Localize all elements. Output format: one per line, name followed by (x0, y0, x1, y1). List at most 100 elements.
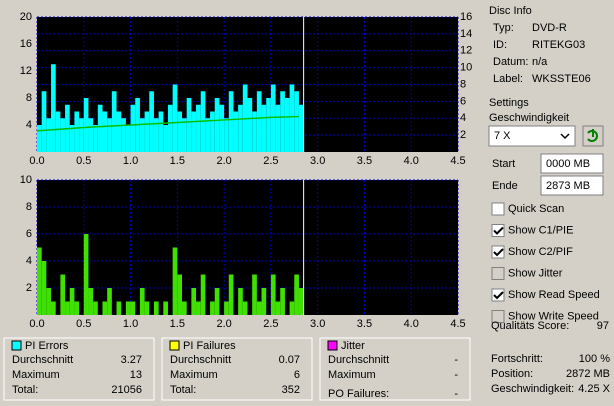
y-tick-label: 4 (26, 119, 32, 131)
bar (182, 118, 187, 152)
stats-box (319, 337, 471, 401)
x-tick-label: 1.5 (170, 318, 185, 330)
field-box[interactable] (540, 153, 604, 174)
bar (139, 118, 145, 152)
bar (172, 247, 178, 315)
field-label: Start (492, 158, 515, 170)
y2-tick-label: 6 (460, 95, 466, 107)
bar (102, 301, 108, 315)
y-tick-label: 12 (20, 65, 32, 77)
y-tick-label: 6 (26, 228, 32, 240)
speed-select[interactable] (488, 125, 576, 147)
settings-title: Settings (489, 97, 529, 109)
stats-value: 6 (294, 369, 300, 381)
bar (224, 118, 229, 152)
bar (224, 301, 229, 315)
bar (233, 111, 239, 152)
stats-value: 352 (282, 384, 300, 396)
bar (111, 91, 117, 152)
stats-value: 3.27 (121, 354, 142, 366)
field-value: 0000 MB (546, 158, 590, 170)
bar (69, 288, 75, 315)
info-value: n/a (532, 56, 548, 68)
x-tick-label: 4.5 (450, 318, 465, 330)
x-tick-label: 2.0 (216, 318, 231, 330)
bar (97, 104, 103, 152)
color-swatch (169, 340, 180, 351)
stats-label: Maximum (170, 369, 218, 381)
bar (116, 111, 122, 152)
bar (130, 301, 136, 315)
y2-tick-label: 16 (460, 11, 472, 23)
bar (177, 274, 183, 315)
stats-title: PI Failures (183, 340, 236, 352)
bar (55, 111, 61, 152)
checkbox-label: Quick Scan (508, 203, 564, 215)
x-tick-label: 4.0 (404, 155, 419, 167)
field-value: 2873 MB (546, 180, 590, 192)
checkbox[interactable] (491, 288, 505, 302)
bar (93, 301, 98, 315)
bar (294, 274, 299, 315)
select-arrow-box (558, 128, 573, 144)
info-label: ID: (493, 39, 507, 51)
stats-box (3, 337, 155, 401)
x-tick-label: 2.5 (263, 155, 278, 167)
bar (196, 301, 201, 315)
bar (153, 118, 159, 152)
bar (177, 111, 183, 152)
bar (125, 125, 131, 152)
bar (247, 98, 253, 152)
y2-tick-label: 10 (460, 62, 472, 74)
bar (51, 64, 56, 152)
checkbox[interactable] (491, 224, 505, 237)
info-label: Typ: (493, 22, 514, 34)
bar (252, 111, 257, 152)
stats-label: Total: (170, 384, 196, 396)
bar (83, 234, 89, 315)
bar (186, 98, 192, 152)
stats-label: Maximum (12, 369, 60, 381)
score-value: 97 (597, 320, 609, 332)
speed-value: 7 X (494, 130, 511, 142)
select-arrow (560, 133, 570, 140)
bar (65, 301, 70, 315)
bar (167, 104, 173, 152)
x-tick-label: 1.0 (123, 155, 138, 167)
progress-value: 100 % (579, 353, 610, 365)
progress-label: Fortschritt: (491, 353, 543, 365)
bar (210, 111, 215, 152)
refresh-icon (587, 129, 598, 142)
bar (41, 91, 47, 152)
y2-tick-label: 14 (460, 28, 472, 40)
x-tick-label: 1.5 (170, 155, 185, 167)
bar (294, 91, 299, 152)
bar (214, 288, 220, 315)
checkbox[interactable] (491, 245, 505, 259)
field-box[interactable] (540, 175, 604, 196)
stats-value: 13 (130, 369, 142, 381)
bar (270, 274, 276, 315)
bar (74, 111, 80, 152)
bar (280, 91, 285, 152)
bar (275, 104, 281, 152)
bar (298, 288, 304, 315)
bar (252, 274, 257, 315)
bar (74, 301, 80, 315)
stats-label: Total: (12, 384, 38, 396)
bar (163, 125, 168, 152)
bar (196, 104, 201, 152)
bar (289, 301, 295, 315)
y2-tick-label: 2 (460, 129, 466, 141)
info-label: Label: (493, 73, 523, 85)
checkbox (491, 267, 505, 280)
x-tick-label: 4.0 (404, 318, 419, 330)
checkmark (493, 226, 504, 235)
checkbox[interactable] (491, 202, 505, 216)
info-value: WKSSTE06 (532, 73, 591, 85)
bar (242, 301, 248, 315)
checkbox-label: Show C2/PIF (508, 246, 573, 258)
stats-value: 21056 (111, 384, 142, 396)
x-tick-label: 3.5 (357, 318, 372, 330)
bar (256, 91, 262, 152)
